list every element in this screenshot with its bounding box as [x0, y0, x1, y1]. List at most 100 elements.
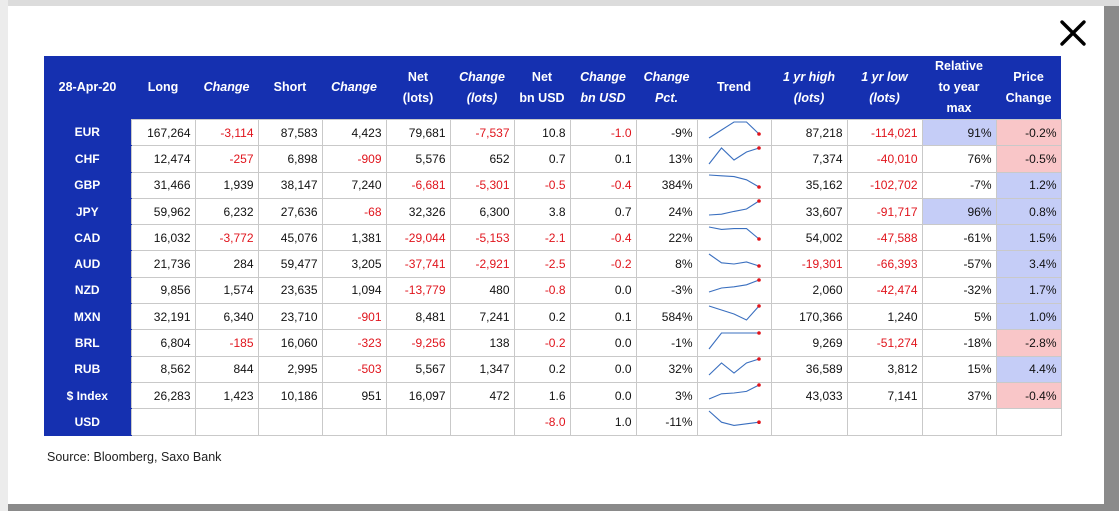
- table-cell: 0.8%: [995, 197, 1062, 226]
- trend-sparkline: [708, 199, 761, 216]
- column-header-line: Change: [643, 69, 690, 84]
- table-cell: -3%: [635, 276, 698, 305]
- column-header-line: (lots): [402, 90, 434, 105]
- column-header-line: Change: [459, 69, 505, 84]
- table-cell: 13%: [635, 145, 698, 173]
- table-cell: 0.7: [513, 145, 571, 173]
- column-header-line: bn USD: [519, 90, 565, 105]
- close-icon: [1060, 20, 1086, 46]
- table-cell: -66,393: [846, 250, 923, 278]
- table-cell: 32,191: [130, 303, 196, 331]
- column-header-line: Change: [1005, 90, 1052, 105]
- table-cell: 1.0: [569, 408, 637, 436]
- column-header: Net bn USD: [514, 56, 570, 120]
- table-cell: -11%: [635, 408, 698, 436]
- row-label: AUD: [44, 250, 131, 278]
- trend-sparkline: [708, 278, 761, 293]
- column-header: Long: [131, 56, 195, 120]
- table-cell: 37%: [921, 381, 997, 410]
- row-label: CHF: [44, 145, 131, 173]
- close-button[interactable]: [1056, 16, 1090, 50]
- trend-sparkline: [708, 383, 761, 400]
- table-cell: 15%: [921, 355, 997, 383]
- table-cell: 96%: [921, 197, 997, 226]
- trend-sparkline-cell: [696, 171, 772, 199]
- table-cell: 6,898: [257, 145, 323, 173]
- table-cell: 38,147: [257, 171, 323, 199]
- table-row: JPY 59,962 6,232 27,636 -68 32,326 6,300 3.8 0.7…: [44, 197, 1062, 226]
- table-cell: 1,574: [194, 276, 259, 305]
- table-cell: 16,032: [130, 224, 196, 252]
- table-cell: 1,423: [194, 381, 259, 410]
- sparkline-last-point: [757, 304, 761, 309]
- column-header: Relative to year max: [922, 56, 996, 120]
- table-cell: 0.0: [569, 276, 637, 305]
- column-header: Change Pct.: [636, 56, 697, 120]
- column-header-line: Relative: [935, 59, 983, 73]
- table-cell: [921, 408, 997, 436]
- table-row: USD -8.0 1.0 -11%: [44, 408, 1062, 436]
- table-cell: -2.8%: [995, 329, 1062, 357]
- table-cell: 9,856: [130, 276, 196, 305]
- row-label: MXN: [44, 303, 131, 331]
- column-header-line: Change: [331, 80, 377, 94]
- table-cell: -5,153: [449, 224, 515, 252]
- table-cell: 4,423: [321, 118, 387, 147]
- table-cell: 951: [321, 381, 387, 410]
- table-cell: 1.5%: [995, 224, 1062, 252]
- table-cell: -909: [321, 145, 387, 173]
- table-cell: [995, 408, 1062, 436]
- table-header-row: 28-Apr-20 Long Change Short Change Net (lots)…: [44, 56, 1061, 120]
- sparkline-last-point: [757, 383, 761, 387]
- sparkline-last-point: [757, 199, 761, 203]
- table-cell: 36,589: [770, 355, 848, 383]
- table-cell: 0.2: [513, 303, 571, 331]
- table-cell: 27,636: [257, 197, 323, 226]
- column-header-line: Trend: [716, 80, 752, 94]
- trend-sparkline: [708, 174, 761, 189]
- table-cell: 91%: [921, 118, 997, 147]
- table-cell: -8.0: [513, 408, 571, 436]
- table-cell: 2,060: [770, 276, 848, 305]
- sparkline-line: [708, 147, 760, 165]
- table-cell: -68: [321, 197, 387, 226]
- table-cell: -503: [321, 355, 387, 383]
- table-cell: -0.5: [513, 171, 571, 199]
- cot-table-container: 28-Apr-20 Long Change Short Change Net (lots)…: [44, 56, 1062, 436]
- table-cell: 0.1: [569, 145, 637, 173]
- table-cell: 54,002: [770, 224, 848, 252]
- column-header-line: (lots): [869, 90, 900, 105]
- sparkline-line: [708, 331, 759, 349]
- table-cell: 472: [449, 381, 515, 410]
- table-cell: 35,162: [770, 171, 848, 199]
- table-cell: 170,366: [770, 303, 848, 331]
- table-cell: 10,186: [257, 381, 323, 410]
- column-header-line: 1 yr low: [861, 69, 908, 84]
- table-cell: -19,301: [770, 250, 848, 278]
- table-cell: -37,741: [385, 250, 451, 278]
- trend-sparkline-cell: [696, 381, 772, 410]
- table-cell: [385, 408, 451, 436]
- column-header-line: (lots): [793, 90, 825, 105]
- trend-sparkline: [708, 330, 761, 349]
- column-header-line: Price: [1013, 69, 1044, 84]
- table-cell: -901: [321, 303, 387, 331]
- sparkline-line: [708, 174, 760, 188]
- column-header: Price Change: [996, 56, 1061, 120]
- column-header: Change: [195, 56, 258, 120]
- trend-sparkline-cell: [696, 329, 772, 357]
- table-row: CHF 12,474 -257 6,898 -909 5,576 652 0.7 0.1 13% 7…: [44, 145, 1062, 173]
- column-header-line: Change: [580, 69, 626, 84]
- table-cell: -0.4: [569, 171, 637, 199]
- sparkline-last-point: [757, 132, 761, 136]
- table-row: RUB 8,562 844 2,995 -503 5,567 1,347 0.2 0.0 32% 3…: [44, 355, 1062, 383]
- column-header-line: Net: [407, 69, 429, 84]
- table-cell: 138: [449, 329, 515, 357]
- table-cell: 33,607: [770, 197, 848, 226]
- table-cell: 10.8: [513, 118, 571, 147]
- table-cell: 3.4%: [995, 250, 1062, 278]
- table-cell: 22%: [635, 224, 698, 252]
- source-caption: Source: Bloomberg, Saxo Bank: [47, 450, 222, 464]
- table-cell: -91,717: [846, 197, 923, 226]
- sparkline-line: [708, 121, 760, 139]
